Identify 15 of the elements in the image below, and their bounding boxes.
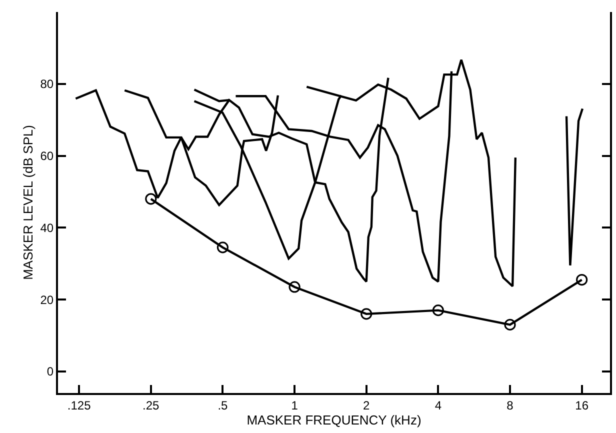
y-tick-label: 0 bbox=[46, 364, 54, 379]
y-tick-label: 40 bbox=[40, 220, 54, 235]
y-axis-title: MASKER LEVEL (dB SPL) bbox=[20, 125, 36, 280]
y-tick-label: 80 bbox=[40, 77, 54, 92]
x-tick-label: 8 bbox=[506, 398, 514, 412]
x-tick-label: 16 bbox=[575, 398, 589, 412]
y-tick-label: 20 bbox=[40, 292, 54, 307]
x-tick-label: 1 bbox=[291, 398, 298, 412]
x-axis-title: MASKER FREQUENCY (kHz) bbox=[246, 412, 422, 428]
x-tick-label: .25 bbox=[142, 398, 160, 412]
x-tick-label: 4 bbox=[434, 398, 442, 412]
y-tick-label: 60 bbox=[40, 148, 54, 163]
x-tick-label: .125 bbox=[67, 398, 92, 412]
x-tick-label: 2 bbox=[363, 398, 370, 412]
x-tick-label: .5 bbox=[218, 398, 228, 412]
